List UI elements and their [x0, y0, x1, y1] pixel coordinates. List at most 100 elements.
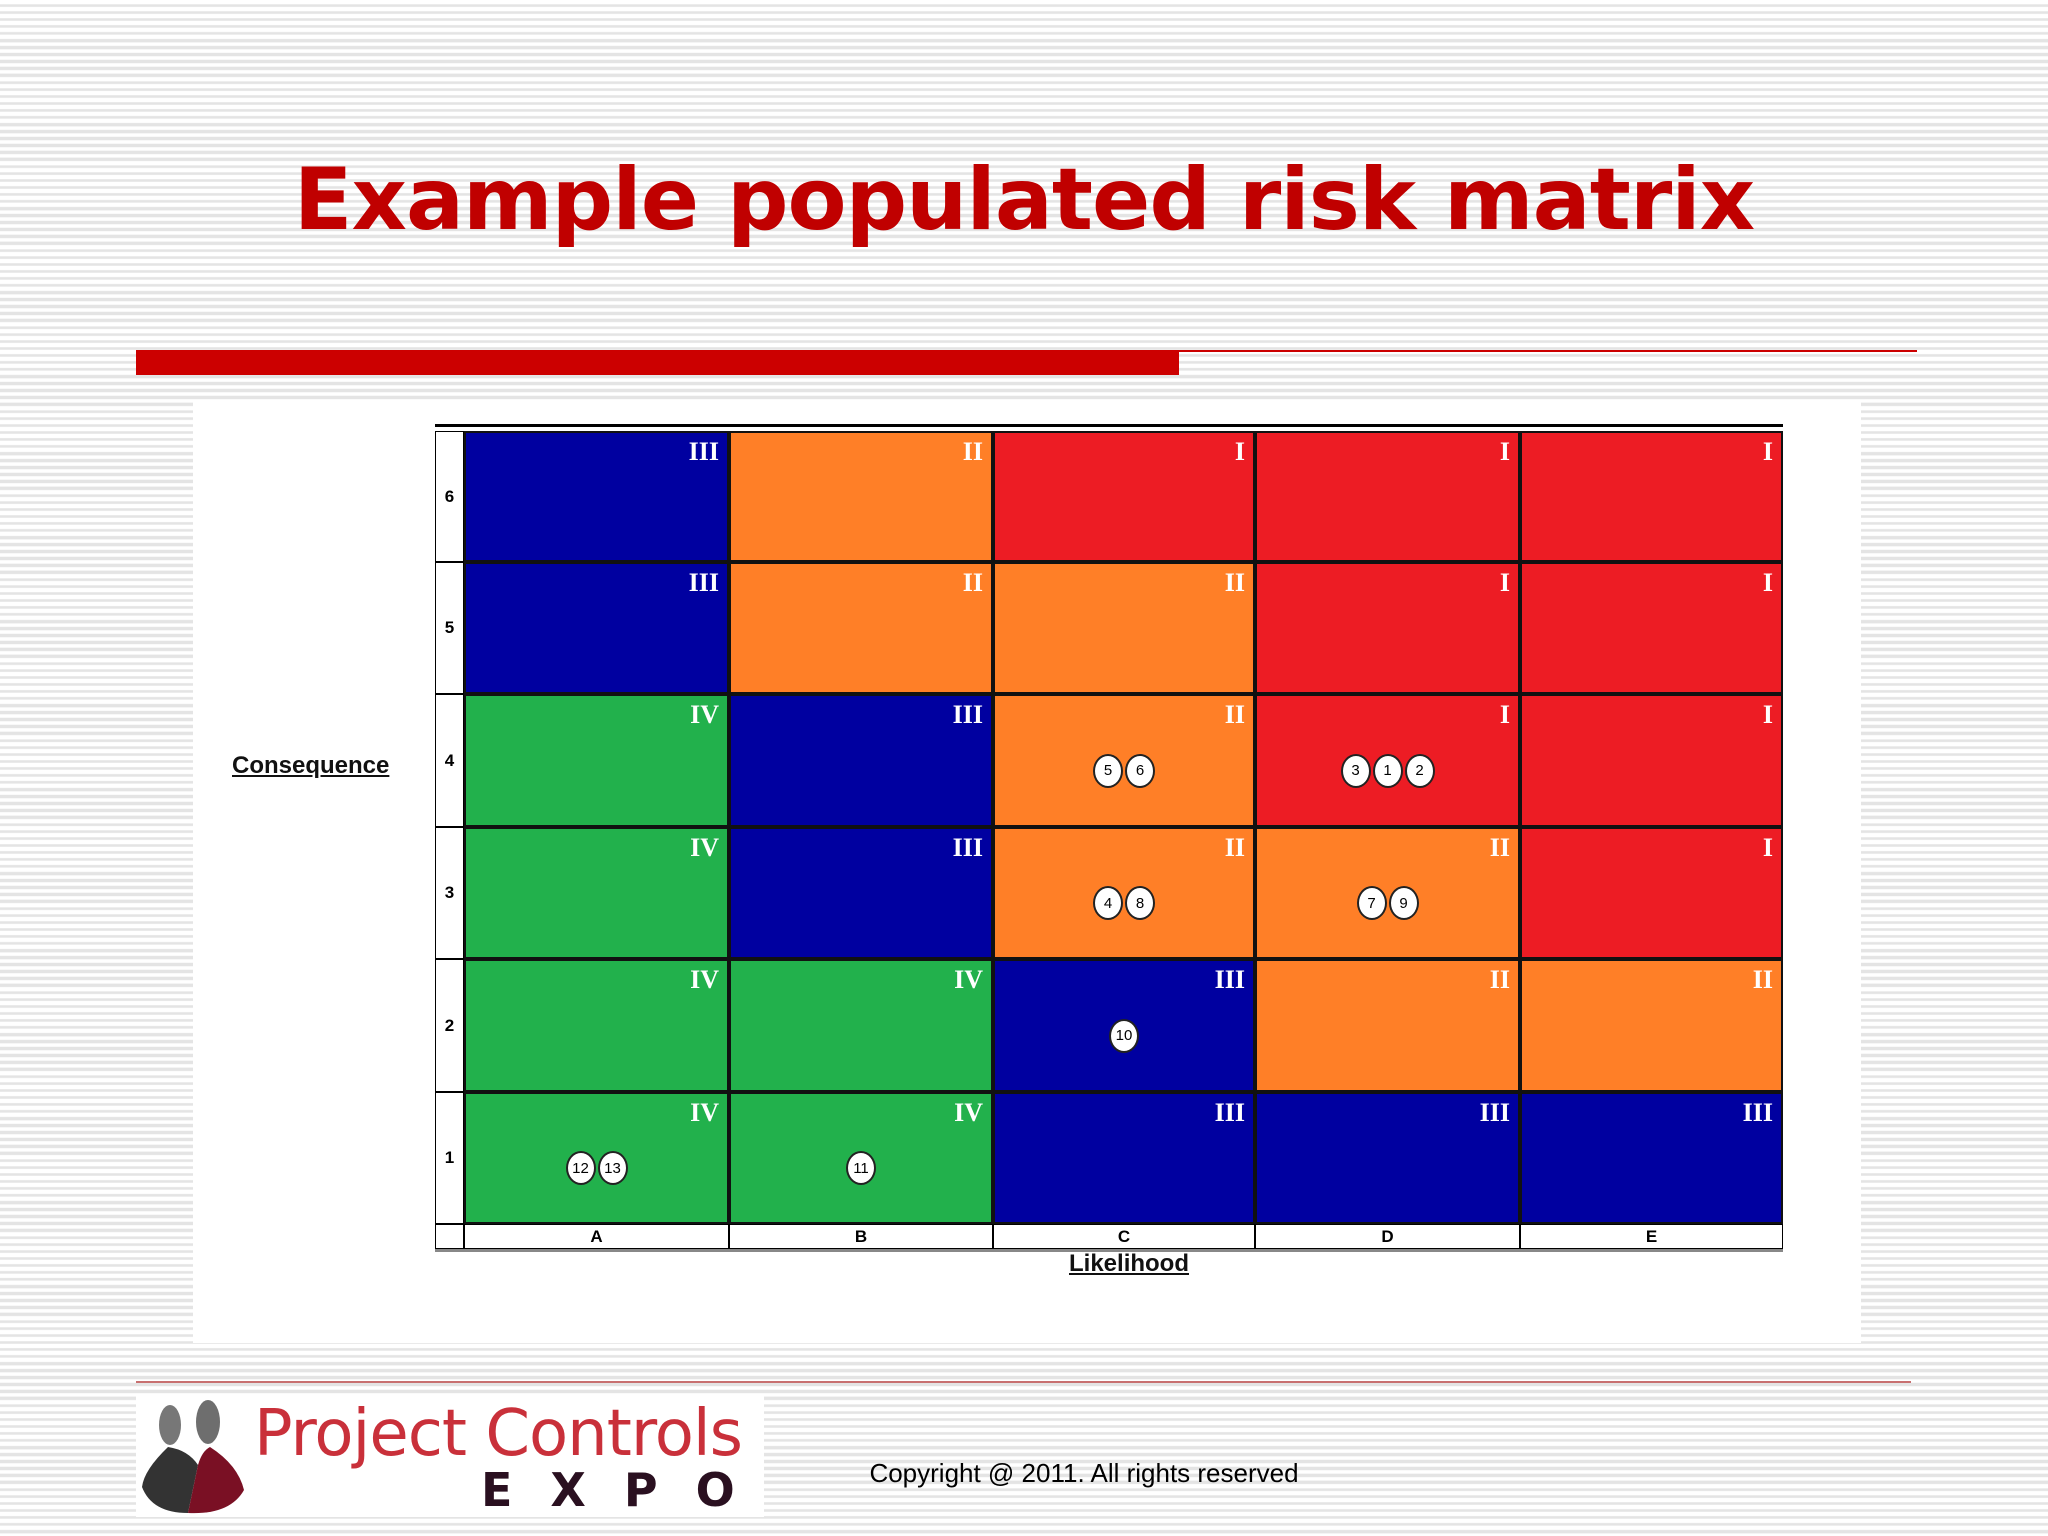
risk-rating: II [962, 437, 983, 466]
matrix-cell-D6: I [1255, 431, 1520, 562]
risk-rating: III [952, 833, 983, 862]
matrix-cell-C1: III [993, 1092, 1255, 1224]
matrix-cell-C5: II [993, 562, 1255, 694]
copyright-text: Copyright @ 2011. All rights reserved [869, 1458, 1299, 1488]
matrix-cell-B6: II [729, 431, 993, 562]
matrix-cell-D1: III [1255, 1092, 1520, 1224]
matrix-cell-A2: IV [464, 959, 729, 1092]
risk-rating: III [1214, 1098, 1245, 1127]
matrix-cell-C4: II 5 6 [993, 694, 1255, 827]
matrix-cell-A6: III [464, 431, 729, 562]
risk-group: 10 [995, 1018, 1253, 1053]
matrix-cell-E6: I [1520, 431, 1783, 562]
risk-marker-8[interactable]: 8 [1125, 886, 1155, 921]
matrix-cell-D2: II [1255, 959, 1520, 1092]
matrix-cell-B5: II [729, 562, 993, 694]
risk-marker-5[interactable]: 5 [1093, 753, 1123, 788]
corner-cell [435, 1224, 464, 1249]
risk-rating: IV [690, 833, 719, 862]
likelihood-label-A: A [464, 1224, 729, 1249]
risk-marker-7[interactable]: 7 [1356, 886, 1387, 921]
matrix-cell-E2: II [1520, 959, 1783, 1092]
risk-rating: II [1489, 833, 1510, 862]
risk-rating: IV [954, 965, 983, 994]
matrix-cell-E1: III [1520, 1092, 1783, 1224]
matrix-cell-B1: IV 11 [729, 1092, 993, 1224]
title-underline-thin [1179, 350, 1917, 352]
people-logo-icon [142, 1400, 244, 1514]
consequence-label-2: 2 [435, 959, 464, 1092]
risk-rating: I [1499, 568, 1510, 597]
risk-marker-3[interactable]: 3 [1340, 753, 1371, 788]
consequence-label-1: 1 [435, 1092, 464, 1224]
logo-text-expo: EXPO [481, 1463, 773, 1517]
matrix-cell-A5: III [464, 562, 729, 694]
likelihood-label-C: C [993, 1224, 1255, 1249]
risk-rating: I [1762, 700, 1773, 729]
risk-marker-2[interactable]: 2 [1404, 753, 1435, 788]
risk-rating: III [1214, 965, 1245, 994]
matrix-cell-C2: III 10 [993, 959, 1255, 1092]
likelihood-label-B: B [729, 1224, 993, 1249]
likelihood-label-E: E [1520, 1224, 1783, 1249]
likelihood-axis-label: Likelihood [1069, 1250, 1189, 1277]
risk-marker-9[interactable]: 9 [1388, 886, 1419, 921]
footer-divider [136, 1381, 1911, 1383]
likelihood-label-D: D [1255, 1224, 1520, 1249]
risk-rating: III [688, 568, 719, 597]
matrix-cell-B4: III [729, 694, 993, 827]
risk-rating: II [1224, 833, 1245, 862]
matrix-cell-D5: I [1255, 562, 1520, 694]
consequence-label-4: 4 [435, 694, 464, 827]
risk-rating: I [1762, 437, 1773, 466]
risk-rating: II [962, 568, 983, 597]
matrix-cell-A3: IV [464, 827, 729, 959]
risk-rating: II [1224, 568, 1245, 597]
consequence-axis-label: Consequence [232, 752, 390, 779]
risk-marker-11[interactable]: 11 [846, 1151, 876, 1186]
title-underline-thick [136, 350, 1179, 375]
risk-marker-6[interactable]: 6 [1125, 753, 1155, 788]
risk-rating: IV [954, 1098, 983, 1127]
risk-marker-10[interactable]: 10 [1109, 1018, 1139, 1053]
risk-rating: IV [690, 700, 719, 729]
risk-rating: I [1499, 700, 1510, 729]
matrix-cell-C3: II 4 8 [993, 827, 1255, 959]
risk-group: 12 13 [466, 1151, 727, 1186]
risk-rating: II [1489, 965, 1510, 994]
risk-rating: II [1224, 700, 1245, 729]
risk-matrix: 6 III II I I I 5 III II II I I 4 IV III II 5 6 I 3 1 2 I 3 IV III… [435, 424, 1783, 1252]
matrix-cell-E3: I [1520, 827, 1783, 959]
risk-rating: I [1762, 568, 1773, 597]
matrix-cell-B3: III [729, 827, 993, 959]
logo-text-project-controls: Project Controls [254, 1397, 743, 1471]
risk-rating: I [1234, 437, 1245, 466]
risk-rating: III [688, 437, 719, 466]
matrix-cell-C6: I [993, 431, 1255, 562]
risk-rating: I [1499, 437, 1510, 466]
consequence-label-6: 6 [435, 431, 464, 562]
consequence-label-3: 3 [435, 827, 464, 959]
consequence-label-5: 5 [435, 562, 464, 694]
risk-rating: III [1479, 1098, 1510, 1127]
matrix-cell-A4: IV [464, 694, 729, 827]
matrix-cell-E5: I [1520, 562, 1783, 694]
risk-rating: IV [690, 965, 719, 994]
risk-rating: III [952, 700, 983, 729]
risk-marker-4[interactable]: 4 [1093, 886, 1123, 921]
risk-group: 11 [731, 1151, 991, 1186]
matrix-cell-A1: IV 12 13 [464, 1092, 729, 1224]
matrix-cell-B2: IV [729, 959, 993, 1092]
risk-rating: III [1742, 1098, 1773, 1127]
matrix-cell-E4: I [1520, 694, 1783, 827]
risk-rating: II [1752, 965, 1773, 994]
risk-marker-1[interactable]: 1 [1372, 753, 1403, 788]
risk-marker-12[interactable]: 12 [565, 1151, 596, 1186]
risk-marker-13[interactable]: 13 [597, 1151, 628, 1186]
project-controls-expo-logo: Project Controls EXPO [136, 1395, 764, 1517]
